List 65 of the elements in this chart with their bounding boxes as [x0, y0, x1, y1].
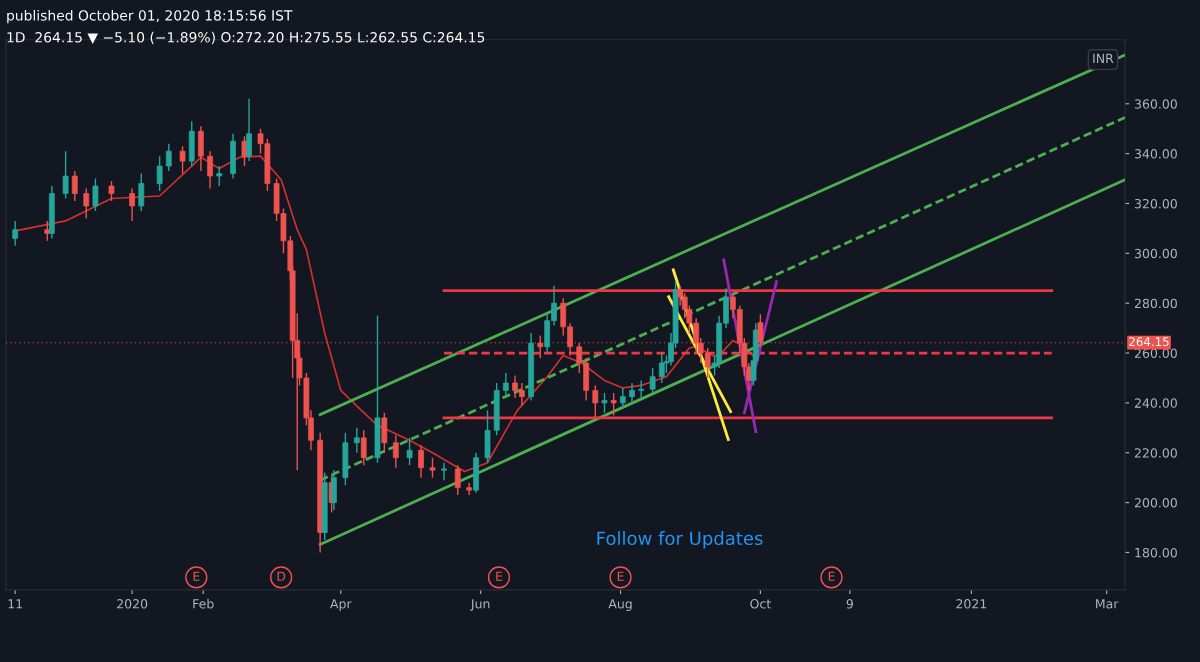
x-tick-label: 2020 — [117, 599, 148, 609]
candlestick — [62, 150, 69, 200]
y-tick-label: 360.00 — [1134, 99, 1177, 109]
candlestick — [392, 434, 399, 469]
annotation: INR — [1093, 53, 1114, 63]
y-tick-label: 320.00 — [1134, 198, 1177, 209]
x-tick-label: Feb — [193, 598, 214, 609]
y-tick-label: 240.00 — [1134, 398, 1177, 408]
candlestick — [108, 180, 115, 202]
ref-line-label: 264.15 — [1129, 337, 1169, 347]
x-tick-label: Apr — [330, 599, 352, 611]
candlestick — [44, 220, 51, 242]
x-tick-label: Oct — [750, 599, 771, 609]
x-tick-label: 11 — [8, 599, 22, 609]
chart-subtitle: 1D 264.15 ▼ −5.10 (−1.89%) O:272.20 H:275.55 L:262.55 C:264.15 — [7, 31, 485, 45]
x-tick-label: Aug — [608, 599, 632, 611]
candlestick — [629, 382, 635, 404]
candlestick — [418, 444, 424, 479]
chart-title: published October 01, 2020 18:15:56 IST — [7, 9, 293, 24]
candlestick — [406, 437, 413, 466]
candlestick — [537, 334, 544, 359]
candlestick — [207, 150, 213, 190]
candlestick — [216, 165, 223, 187]
candlestick — [360, 429, 367, 466]
y-tick-label: 260.00 — [1134, 348, 1177, 358]
annotation: E — [617, 571, 624, 581]
x-tick-label: Jun — [470, 599, 490, 611]
candlestick — [353, 427, 360, 454]
y-tick-label: 220.00 — [1134, 448, 1177, 458]
candlestick — [649, 367, 656, 394]
candlestick — [165, 142, 172, 172]
y-tick-label: 340.00 — [1134, 149, 1177, 159]
candlestick — [619, 387, 626, 409]
candlestick — [454, 464, 461, 496]
candlestick — [156, 155, 163, 192]
y-tick-label: 180.00 — [1135, 547, 1177, 558]
candlestick — [610, 392, 617, 417]
candlestick — [592, 384, 599, 419]
y-tick-label: 280.00 — [1134, 298, 1177, 309]
annotation: E — [828, 571, 835, 581]
candlestick — [241, 135, 248, 167]
candlestick — [638, 379, 645, 399]
annotation: D — [277, 571, 286, 581]
x-tick-label: 9 — [846, 599, 853, 609]
candlestick — [757, 313, 764, 348]
annotation: E — [193, 571, 200, 581]
candlestick — [179, 145, 186, 175]
candlestick — [92, 177, 99, 212]
annotation: E — [496, 571, 503, 581]
annotation: Follow for Updates — [597, 531, 763, 549]
candlestick — [129, 187, 135, 222]
candlestick — [503, 372, 509, 397]
candlestick — [83, 187, 90, 220]
candlestick — [429, 457, 436, 479]
y-tick-label: 200.00 — [1134, 498, 1177, 508]
candlestick — [441, 462, 447, 481]
candlestick — [466, 481, 473, 496]
y-tick-label: 300.00 — [1134, 248, 1177, 259]
x-tick-label: Mar — [1096, 599, 1119, 609]
candlestick — [601, 392, 608, 414]
candlestick — [138, 172, 145, 212]
x-tick-label: 2021 — [956, 599, 987, 609]
candlestick — [71, 170, 78, 202]
candlestick — [246, 98, 252, 162]
candlestick — [12, 220, 19, 247]
